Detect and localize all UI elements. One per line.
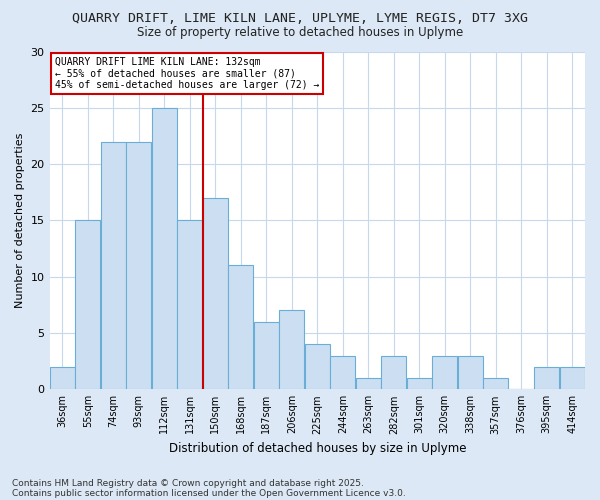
Bar bbox=[127, 142, 151, 390]
Bar bbox=[356, 378, 380, 390]
X-axis label: Distribution of detached houses by size in Uplyme: Distribution of detached houses by size … bbox=[169, 442, 466, 455]
Text: Contains public sector information licensed under the Open Government Licence v3: Contains public sector information licen… bbox=[12, 488, 406, 498]
Text: Size of property relative to detached houses in Uplyme: Size of property relative to detached ho… bbox=[137, 26, 463, 39]
Bar bbox=[203, 198, 227, 390]
Y-axis label: Number of detached properties: Number of detached properties bbox=[15, 132, 25, 308]
Bar bbox=[254, 322, 278, 390]
Bar bbox=[50, 367, 74, 390]
Text: QUARRY DRIFT LIME KILN LANE: 132sqm
← 55% of detached houses are smaller (87)
45: QUARRY DRIFT LIME KILN LANE: 132sqm ← 55… bbox=[55, 56, 319, 90]
Bar bbox=[433, 356, 457, 390]
Bar bbox=[152, 108, 176, 390]
Bar bbox=[331, 356, 355, 390]
Bar bbox=[458, 356, 482, 390]
Text: Contains HM Land Registry data © Crown copyright and database right 2025.: Contains HM Land Registry data © Crown c… bbox=[12, 478, 364, 488]
Bar bbox=[229, 266, 253, 390]
Bar bbox=[560, 367, 584, 390]
Text: QUARRY DRIFT, LIME KILN LANE, UPLYME, LYME REGIS, DT7 3XG: QUARRY DRIFT, LIME KILN LANE, UPLYME, LY… bbox=[72, 12, 528, 26]
Bar bbox=[280, 310, 304, 390]
Bar bbox=[484, 378, 508, 390]
Bar bbox=[407, 378, 431, 390]
Bar bbox=[382, 356, 406, 390]
Bar bbox=[178, 220, 202, 390]
Bar bbox=[76, 220, 100, 390]
Bar bbox=[535, 367, 559, 390]
Bar bbox=[101, 142, 125, 390]
Bar bbox=[305, 344, 329, 390]
